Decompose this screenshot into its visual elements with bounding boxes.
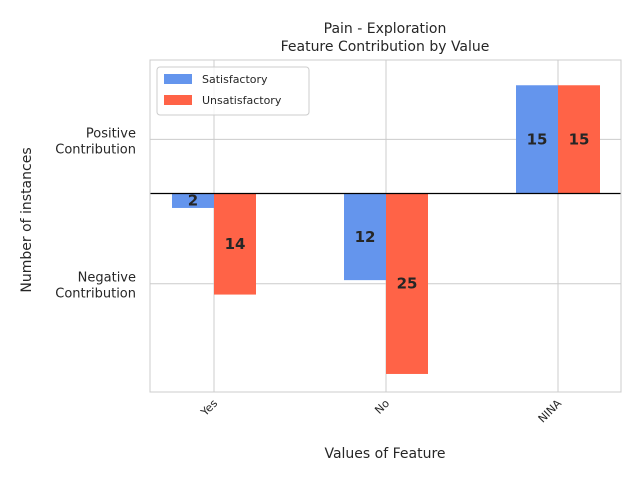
x-tick-label: Yes xyxy=(198,397,221,420)
x-tick-label: No xyxy=(372,397,392,417)
y-tick-label: Positive Contribution xyxy=(55,126,136,157)
bar-value-label: 12 xyxy=(355,228,376,246)
bar-value-label: 2 xyxy=(188,192,198,210)
bar-value-label: 15 xyxy=(569,130,590,148)
y-tick-labels: Positive Contribution Negative Contribution xyxy=(55,126,136,301)
legend: Satisfactory Unsatisfactory xyxy=(156,66,310,116)
legend-label: Unsatisfactory xyxy=(202,94,282,107)
legend-label: Satisfactory xyxy=(202,73,268,86)
x-tick-label: NINA xyxy=(536,397,565,426)
chart-title-line-2: Feature Contribution by Value xyxy=(281,39,490,55)
bar-value-label: 14 xyxy=(225,235,246,253)
legend-box xyxy=(156,66,310,116)
legend-swatch xyxy=(164,74,192,84)
bar-satisfactory-yes xyxy=(172,193,214,208)
bars xyxy=(172,85,600,374)
chart-title-line-1: Pain - Exploration xyxy=(324,21,447,37)
y-tick-label: Negative Contribution xyxy=(55,271,136,302)
legend-swatch xyxy=(164,95,192,105)
bar-value-label: 25 xyxy=(397,275,418,293)
plot-frame xyxy=(149,59,622,393)
bar-unsatisfactory-no xyxy=(386,193,428,374)
bar-unsatisfactory-nina xyxy=(558,85,600,194)
bar-labels: 2 12 15 14 25 15 xyxy=(188,130,590,292)
bar-value-label: 15 xyxy=(527,130,548,148)
bar-satisfactory-nina xyxy=(516,85,558,194)
y-axis-label: Number of instances xyxy=(19,147,35,292)
x-tick-labels: Yes No NINA xyxy=(198,397,565,426)
bar-satisfactory-no xyxy=(344,193,386,281)
bar-unsatisfactory-yes xyxy=(214,193,256,295)
x-axis-label: Values of Feature xyxy=(324,446,445,462)
